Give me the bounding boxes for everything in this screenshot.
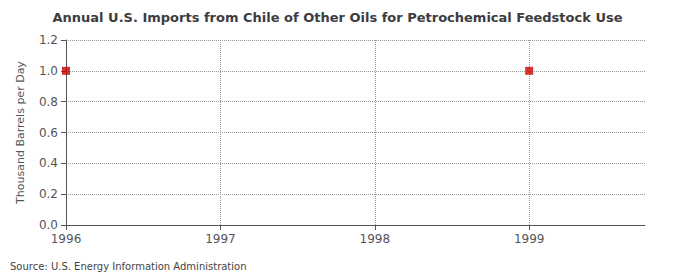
- svg-text:1997: 1997: [205, 232, 236, 246]
- svg-text:Source: U.S. Energy Informatio: Source: U.S. Energy Information Administ…: [10, 261, 247, 272]
- svg-text:0.6: 0.6: [39, 126, 58, 140]
- svg-text:1999: 1999: [514, 232, 545, 246]
- svg-text:Annual U.S. Imports from Chile: Annual U.S. Imports from Chile of Other …: [53, 10, 623, 25]
- svg-text:0.4: 0.4: [39, 156, 58, 170]
- svg-text:Thousand Barrels per Day: Thousand Barrels per Day: [14, 61, 27, 205]
- svg-text:0.2: 0.2: [39, 187, 58, 201]
- svg-text:0.0: 0.0: [39, 218, 58, 232]
- svg-text:0.8: 0.8: [39, 95, 58, 109]
- svg-text:1998: 1998: [360, 232, 391, 246]
- svg-text:1.0: 1.0: [39, 64, 58, 78]
- svg-text:1996: 1996: [51, 232, 82, 246]
- svg-text:1.2: 1.2: [39, 33, 58, 47]
